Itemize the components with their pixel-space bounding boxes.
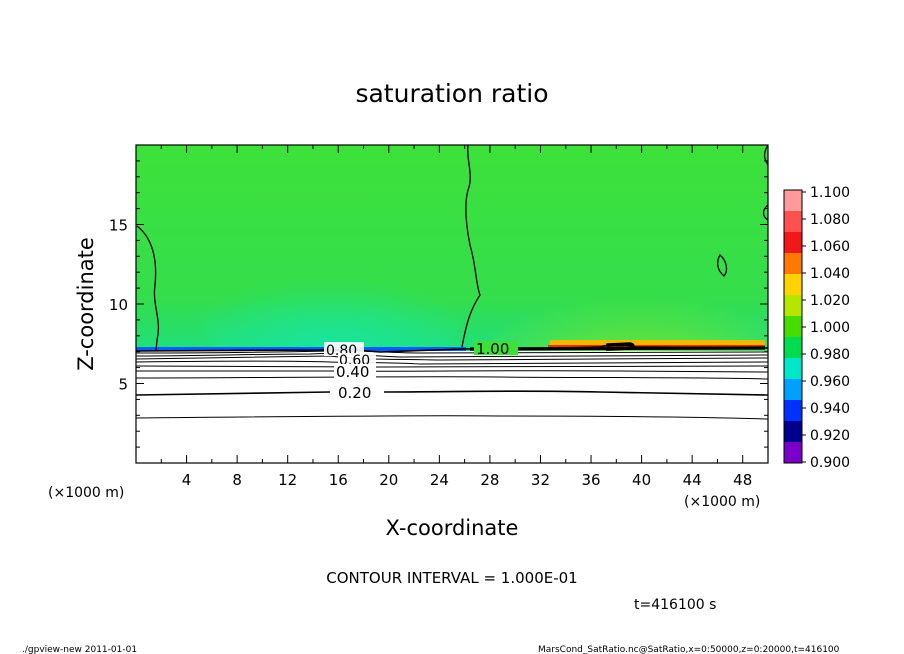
footer-right: MarsCond_SatRatio.nc@SatRatio,x=0:50000,…: [538, 645, 840, 654]
time-label: t=416100 s: [634, 597, 716, 613]
contour-0.10: [136, 415, 768, 420]
x-tick-label: 48: [733, 471, 752, 489]
colorbar-label: 1.020: [810, 293, 850, 309]
colorbar-swatch: [784, 295, 802, 317]
x-tick-label: 32: [531, 471, 550, 489]
chart-title: saturation ratio: [355, 79, 548, 108]
colorbar-label: 1.040: [810, 266, 850, 282]
y-axis-ticks: 5 10 15: [109, 160, 768, 448]
y-axis-label: Z-coordinate: [74, 237, 98, 371]
x-axis-ticks: 4 8 12 16 20 24 28 32 36 40 44 48: [160, 145, 752, 489]
y-tick-label: 15: [109, 217, 128, 235]
y-tick-label: 10: [109, 296, 128, 314]
x-axis-label: X-coordinate: [386, 516, 519, 540]
colorbar-swatch: [784, 400, 802, 422]
colorbar-label: 0.960: [810, 374, 850, 390]
x-tick-label: 28: [480, 471, 499, 489]
contour-label-0.40: 0.40: [336, 363, 369, 381]
x-tick-label: 4: [182, 471, 192, 489]
colorbar-swatch: [784, 232, 802, 254]
colorbar-label: 1.000: [810, 320, 850, 336]
colorbar-swatch: [784, 211, 802, 233]
contour-1.00-right-edge: [763, 145, 768, 166]
y-tick-label: 5: [118, 376, 128, 394]
x-unit-label-right: (×1000 m): [684, 494, 760, 510]
contour-0.20: [136, 390, 768, 396]
contour-1.00-island: [717, 254, 728, 277]
contour-interval-label: CONTOUR INTERVAL = 1.000E-01: [326, 569, 577, 587]
colorbar: 1.100 1.080 1.060 1.040 1.020 1.000 0.980 0.960…: [783, 185, 850, 471]
x-tick-label: 24: [430, 471, 449, 489]
contour-labels: 0.80 0.60 0.40 0.20 1.00: [324, 340, 518, 402]
x-tick-label: 44: [683, 471, 702, 489]
colorbar-label: 0.980: [810, 347, 850, 363]
footer-left: ./gpview-new 2011-01-01: [22, 645, 137, 654]
x-tick-label: 8: [232, 471, 242, 489]
contour-0.30: [136, 376, 768, 380]
contour-0.50: [136, 365, 768, 368]
field-blue-edge: [136, 347, 466, 351]
x-tick-label: 40: [632, 471, 651, 489]
plot-area: 0.80 0.60 0.40 0.20 1.00: [136, 145, 768, 463]
colorbar-swatch: [784, 253, 802, 275]
x-tick-label: 36: [581, 471, 600, 489]
x-tick-label: 16: [329, 471, 348, 489]
colorbar-label: 1.080: [810, 212, 850, 228]
x-tick-label: 20: [379, 471, 398, 489]
colorbar-label: 1.100: [810, 185, 850, 201]
contour-label-0.20: 0.20: [338, 384, 371, 402]
colorbar-swatch: [784, 379, 802, 401]
contour-peak-blob: [606, 342, 635, 351]
field-lower-white: [136, 351, 768, 463]
colorbar-swatch: [784, 442, 802, 464]
colorbar-swatch: [784, 316, 802, 338]
colorbar-swatch: [784, 274, 802, 296]
colorbar-label: 0.920: [810, 428, 850, 444]
contour-1.00-mid: [461, 145, 481, 348]
colorbar-swatch: [784, 337, 802, 359]
contour-label-1.00: 1.00: [476, 340, 509, 358]
x-tick-label: 12: [278, 471, 297, 489]
contour-1.00-right-small: [762, 204, 768, 221]
field-orange-band: [550, 340, 765, 347]
colorbar-label: 0.900: [810, 455, 850, 471]
colorbar-label: 0.940: [810, 401, 850, 417]
colorbar-swatch: [784, 358, 802, 380]
x-unit-label-left: (×1000 m): [48, 485, 124, 501]
colorbar-swatch: [784, 190, 802, 212]
contour-1.00-left: [136, 225, 160, 352]
colorbar-swatch: [784, 421, 802, 443]
colorbar-label: 1.060: [810, 239, 850, 255]
